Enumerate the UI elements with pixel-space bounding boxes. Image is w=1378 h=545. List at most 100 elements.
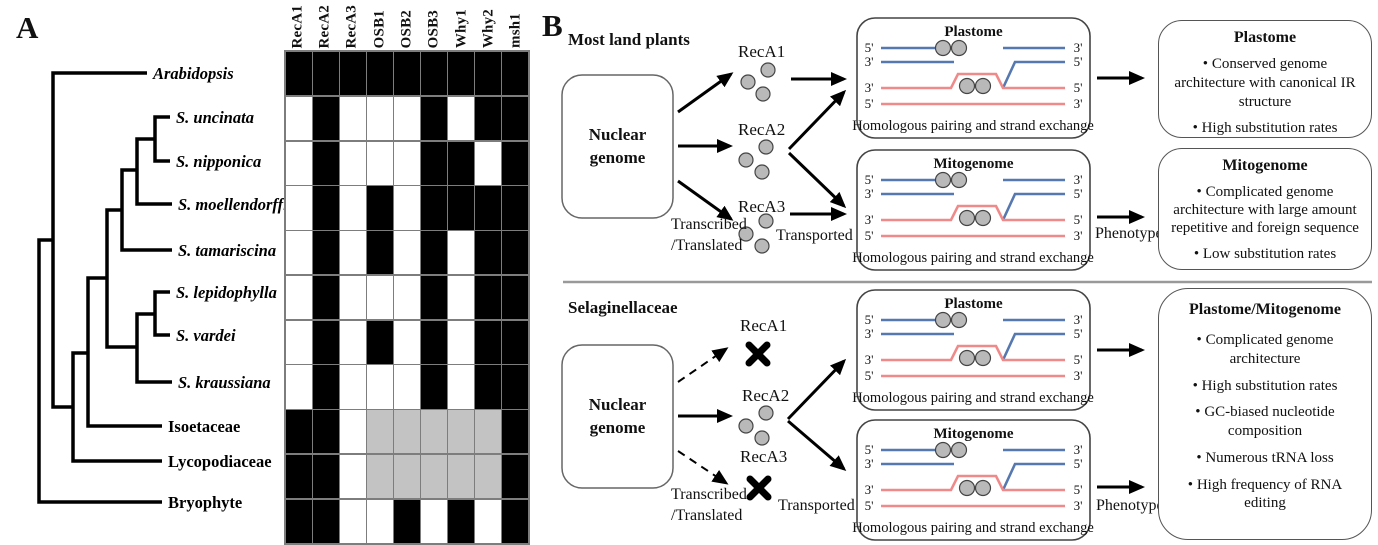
matrix-cell-S-nipponica-RecA2: [313, 141, 339, 185]
matrix-cell-Lycopodiaceae-OSB2: [394, 454, 420, 499]
matrix-header: OSB1: [366, 0, 393, 49]
matrix-cell-S-kraussiana-OSB1: [367, 365, 393, 409]
nuclear-genome-box-top: [561, 74, 674, 219]
dashed-arrows: [677, 347, 729, 485]
matrix-header: OSB3: [421, 0, 448, 49]
matrix-header: msh1: [503, 0, 530, 49]
nuclear-genome-label-bottom: Nuclear genome: [588, 394, 647, 437]
outcome-title: Plastome: [1233, 29, 1297, 46]
matrix-cell-Arabidopsis-OSB3: [421, 52, 447, 96]
reca2-protein-cluster: [738, 139, 774, 180]
outcome-bullet: Complicated genome architecture: [1169, 331, 1361, 369]
matrix-cell-S-lepidophylla-msh1: [502, 275, 528, 320]
matrix-cell-Arabidopsis-OSB1: [367, 52, 393, 96]
matrix-cell-Lycopodiaceae-RecA1: [286, 454, 312, 499]
matrix-header: RecA3: [339, 0, 366, 49]
matrix-cell-S-tamariscina-Why2: [475, 231, 501, 275]
flow-arrows: [677, 71, 1145, 494]
matrix-cell-S-tamariscina-OSB1: [367, 231, 393, 275]
matrix-cell-S-lepidophylla-RecA3: [340, 275, 366, 320]
matrix-cell-Isoetaceae-Why1: [448, 410, 474, 454]
matrix-cell-S-uncinata-RecA2: [313, 96, 339, 141]
transcribed-translated-label-top: Transcribed /Translated: [671, 216, 747, 254]
matrix-cell-Arabidopsis-Why1: [448, 52, 474, 96]
outcome-bullet-list: Complicated genome architecture with lar…: [1169, 183, 1361, 263]
reca1-protein-cluster: [740, 62, 776, 102]
taxon-label: S. kraussiana: [178, 373, 271, 392]
taxon-label: S. uncinata: [176, 108, 254, 127]
dashed-arrow-genome-to-reca1: [677, 347, 729, 383]
matrix-header-label: RecA2: [316, 4, 333, 48]
matrix-cell-S-vardei-OSB1: [367, 320, 393, 364]
matrix-cell-S-kraussiana-Why2: [475, 365, 501, 409]
matrix-cell-Arabidopsis-msh1: [502, 52, 528, 96]
taxon-label: Bryophyte: [168, 493, 242, 512]
matrix-cell-S-kraussiana-OSB2: [394, 365, 420, 409]
matrix-cell-S-uncinata-Why1: [448, 96, 474, 141]
matrix-cell-S-lepidophylla-OSB3: [421, 275, 447, 320]
taxon-label: S. tamariscina: [178, 241, 276, 260]
dashed-arrow-genome-to-reca3: [677, 450, 729, 485]
reca3-label-bottom: RecA3: [740, 447, 788, 466]
reca2-label-bottom: RecA2: [742, 386, 790, 405]
matrix-cell-S-kraussiana-RecA2: [313, 365, 339, 409]
matrix-cell-S-nipponica-OSB1: [367, 141, 393, 185]
arrow-genome-to-reca1: [677, 72, 734, 114]
taxon-label: S. nipponica: [176, 152, 261, 171]
plastome-mitogenome-outcome-box: Plastome/Mitogenome Complicated genome a…: [1158, 288, 1372, 540]
matrix-cell-S-uncinata-RecA1: [286, 96, 312, 141]
reca2-protein-cluster-bottom: [738, 405, 774, 446]
matrix-cell-S-tamariscina-RecA3: [340, 231, 366, 275]
matrix-cell-S-moellendorffii-OSB1: [367, 186, 393, 230]
matrix-cell-S-nipponica-OSB3: [421, 141, 447, 185]
matrix-cell-S-moellendorffii-Why2: [475, 186, 501, 230]
matrix-cell-Lycopodiaceae-OSB3: [421, 454, 447, 499]
matrix-cell-Lycopodiaceae-msh1: [502, 454, 528, 499]
reca2-label-top: RecA2: [738, 120, 786, 139]
matrix-cell-S-kraussiana-RecA1: [286, 365, 312, 409]
matrix-cell-S-kraussiana-OSB3: [421, 365, 447, 409]
matrix-cell-S-kraussiana-msh1: [502, 365, 528, 409]
matrix-cell-Bryophyte-RecA1: [286, 499, 312, 543]
arrow-genome-to-reca3: [677, 179, 734, 221]
matrix-header-label: OSB2: [398, 9, 415, 48]
taxon-label: S. lepidophylla: [176, 283, 277, 302]
outcome-bullet: High substitution rates: [1169, 119, 1361, 138]
matrix-cell-Bryophyte-Why2: [475, 499, 501, 543]
matrix-cell-Bryophyte-OSB3: [421, 499, 447, 543]
matrix-cell-S-nipponica-Why2: [475, 141, 501, 185]
matrix-cell-S-lepidophylla-RecA1: [286, 275, 312, 320]
matrix-cell-S-moellendorffii-Why1: [448, 186, 474, 230]
matrix-cell-Lycopodiaceae-Why1: [448, 454, 474, 499]
matrix-cell-Bryophyte-RecA3: [340, 499, 366, 543]
section-heading-most-land-plants: Most land plants: [568, 30, 690, 49]
matrix-cell-S-vardei-RecA1: [286, 320, 312, 364]
matrix-cell-S-moellendorffii-OSB2: [394, 186, 420, 230]
mitogenome-strand-title-top: Mitogenome: [933, 156, 1014, 172]
mitogenome-outcome-box: Mitogenome Complicated genome architectu…: [1158, 148, 1372, 270]
matrix-header-label: OSB1: [371, 9, 388, 48]
taxon-label: Lycopodiaceae: [168, 452, 272, 471]
matrix-cell-S-vardei-RecA3: [340, 320, 366, 364]
matrix-header-label: Why1: [453, 8, 470, 48]
matrix-cell-Arabidopsis-RecA2: [313, 52, 339, 96]
arrow-reca2-to-plastome-bottom: [786, 358, 847, 421]
matrix-cell-Isoetaceae-OSB2: [394, 410, 420, 454]
matrix-header: Why1: [448, 0, 475, 49]
matrix-header-label: RecA1: [289, 4, 306, 48]
taxon-label: S. moellendorffii: [178, 195, 293, 214]
matrix-cell-S-vardei-msh1: [502, 320, 528, 364]
matrix-cell-S-moellendorffii-RecA1: [286, 186, 312, 230]
matrix-cell-S-nipponica-Why1: [448, 141, 474, 185]
matrix-header: Why2: [475, 0, 502, 49]
matrix-cell-S-lepidophylla-Why1: [448, 275, 474, 320]
matrix-cell-S-nipponica-RecA3: [340, 141, 366, 185]
matrix-cell-S-vardei-OSB3: [421, 320, 447, 364]
matrix-cell-Arabidopsis-RecA1: [286, 52, 312, 96]
matrix-cell-S-vardei-OSB2: [394, 320, 420, 364]
matrix-cell-S-vardei-RecA2: [313, 320, 339, 364]
outcome-bullet: GC-biased nucleotide composition: [1169, 403, 1361, 441]
matrix-header: RecA1: [284, 0, 311, 49]
